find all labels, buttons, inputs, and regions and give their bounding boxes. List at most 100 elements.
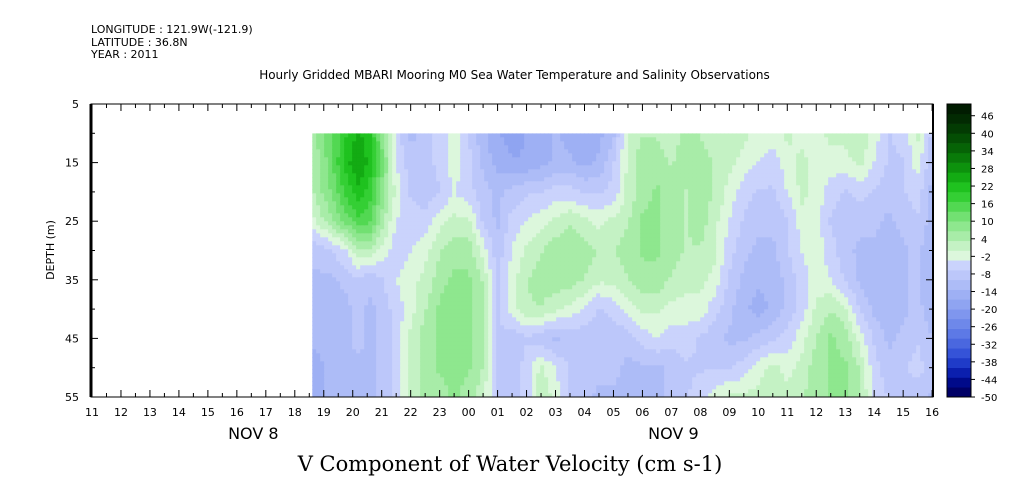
heatmap-cell <box>496 141 501 146</box>
heatmap-cell <box>604 181 609 186</box>
heatmap-cell <box>600 313 605 318</box>
heatmap-cell <box>348 389 353 394</box>
heatmap-cell <box>412 241 417 246</box>
heatmap-cell <box>568 361 573 366</box>
heatmap-cell <box>536 353 541 358</box>
heatmap-cell <box>488 301 493 306</box>
heatmap-cell <box>320 341 325 346</box>
heatmap-cell <box>336 341 341 346</box>
heatmap-cell <box>468 269 473 274</box>
heatmap-cell <box>340 321 345 326</box>
heatmap-cell <box>324 185 329 190</box>
heatmap-cell <box>592 345 597 350</box>
heatmap-cell <box>520 337 525 342</box>
heatmap-cell <box>448 337 453 342</box>
heatmap-cell <box>596 177 601 182</box>
heatmap-cell <box>356 137 361 142</box>
heatmap-cell <box>572 285 577 290</box>
heatmap-cell <box>388 309 393 314</box>
heatmap-cell <box>520 229 525 234</box>
heatmap-cell <box>472 301 477 306</box>
heatmap-cell <box>456 385 461 390</box>
heatmap-cell <box>436 361 441 366</box>
heatmap-cell <box>556 237 561 242</box>
heatmap-cell <box>340 197 345 202</box>
heatmap-cell <box>596 333 601 338</box>
heatmap-cell <box>352 305 357 310</box>
heatmap-cell <box>444 157 449 162</box>
heatmap-cell <box>528 269 533 274</box>
heatmap-cell <box>584 349 589 354</box>
heatmap-cell <box>436 173 441 178</box>
heatmap-cell <box>516 361 521 366</box>
heatmap-cell <box>552 389 557 394</box>
heatmap-cell <box>564 289 569 294</box>
heatmap-cell <box>580 169 585 174</box>
heatmap-cell <box>516 173 521 178</box>
heatmap-cell <box>416 217 421 222</box>
heatmap-cell <box>564 149 569 154</box>
heatmap-cell <box>348 245 353 250</box>
heatmap-cell <box>356 229 361 234</box>
heatmap-cell <box>388 269 393 274</box>
heatmap-cell <box>468 217 473 222</box>
heatmap-cell <box>344 249 349 254</box>
heatmap-cell <box>416 161 421 166</box>
heatmap-cell <box>352 169 357 174</box>
heatmap-cell <box>348 345 353 350</box>
heatmap-cell <box>344 185 349 190</box>
heatmap-cell <box>404 193 409 198</box>
heatmap-cell <box>316 277 321 282</box>
heatmap-cell <box>368 233 373 238</box>
heatmap-cell <box>572 169 577 174</box>
heatmap-cell <box>492 169 497 174</box>
heatmap-cell <box>568 221 573 226</box>
heatmap-cell <box>464 337 469 342</box>
heatmap-cell <box>492 277 497 282</box>
heatmap-cell <box>524 313 529 318</box>
heatmap-cell <box>460 177 465 182</box>
heatmap-cell <box>432 149 437 154</box>
heatmap-cell <box>320 145 325 150</box>
heatmap-cell <box>324 165 329 170</box>
heatmap-cell <box>360 197 365 202</box>
heatmap-cell <box>588 137 593 142</box>
heatmap-cell <box>488 205 493 210</box>
heatmap-cell <box>492 389 497 394</box>
heatmap-cell <box>512 373 517 378</box>
heatmap-cell <box>368 161 373 166</box>
heatmap-cell <box>372 273 377 278</box>
heatmap-cell <box>504 297 509 302</box>
heatmap-cell <box>364 205 369 210</box>
heatmap-cell <box>568 165 573 170</box>
heatmap-cell <box>496 253 501 258</box>
heatmap-cell <box>412 237 417 242</box>
heatmap-cell <box>488 321 493 326</box>
heatmap-cell <box>536 269 541 274</box>
heatmap-cell <box>364 197 369 202</box>
heatmap-cell <box>360 145 365 150</box>
heatmap-cell <box>528 277 533 282</box>
heatmap-cell <box>452 381 457 386</box>
heatmap-cell <box>536 201 541 206</box>
heatmap-cell <box>476 261 481 266</box>
heatmap-cell <box>568 373 573 378</box>
heatmap-cell <box>572 257 577 262</box>
heatmap-cell <box>520 225 525 230</box>
heatmap-cell <box>524 373 529 378</box>
heatmap-cell <box>536 329 541 334</box>
heatmap-cell <box>384 309 389 314</box>
heatmap-cell <box>468 317 473 322</box>
heatmap-cell <box>540 305 545 310</box>
heatmap-cell <box>596 301 601 306</box>
heatmap-cell <box>524 149 529 154</box>
heatmap-cell <box>496 317 501 322</box>
heatmap-cell <box>312 213 317 218</box>
heatmap-cell <box>476 149 481 154</box>
heatmap-cell <box>484 309 489 314</box>
heatmap-cell <box>516 325 521 330</box>
heatmap-cell <box>492 313 497 318</box>
heatmap-cell <box>364 381 369 386</box>
heatmap-cell <box>604 377 609 382</box>
heatmap-cell <box>388 257 393 262</box>
